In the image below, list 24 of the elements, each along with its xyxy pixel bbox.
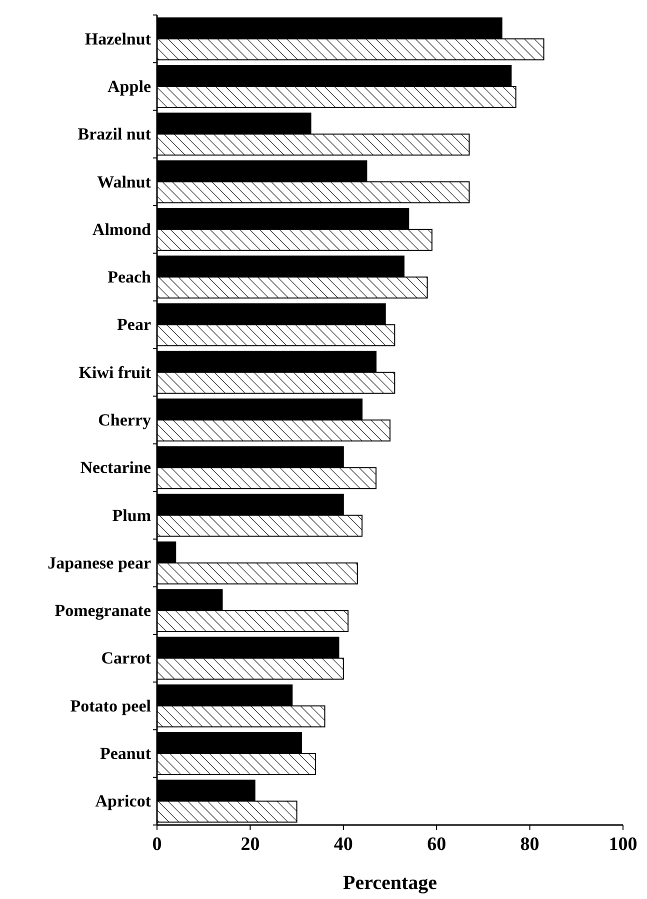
y-tick-label: Hazelnut (84, 29, 152, 48)
x-tick-label: 100 (608, 834, 638, 855)
y-tick-label: Japanese pear (48, 553, 152, 572)
y-tick-label: Pomegranate (54, 601, 152, 620)
x-tick-label: 60 (427, 834, 446, 855)
y-tick-label: Walnut (97, 172, 152, 192)
y-tick-label: Apple (108, 76, 152, 96)
x-tick-label: 0 (152, 834, 162, 855)
y-tick-label: Cherry (98, 410, 152, 430)
y-tick-label: Brazil nut (78, 124, 152, 144)
y-tick-label: Kiwi fruit (78, 362, 152, 382)
y-tick-label: Plum (112, 506, 151, 525)
y-tick-label: Almond (92, 220, 152, 239)
x-axis-title: Percentage (342, 872, 438, 894)
y-tick-label: Peanut (100, 744, 152, 764)
y-tick-label: Peach (108, 268, 152, 287)
y-tick-label: Nectarine (80, 458, 152, 478)
y-tick-label: Pear (117, 315, 152, 334)
y-tick-label: Apricot (95, 792, 152, 811)
x-tick-label: 80 (520, 834, 540, 855)
y-tick-label: Carrot (101, 648, 152, 668)
x-tick-label: 20 (240, 834, 260, 855)
x-tick-label: 40 (334, 834, 353, 855)
y-tick-label: Potato peel (70, 696, 152, 716)
